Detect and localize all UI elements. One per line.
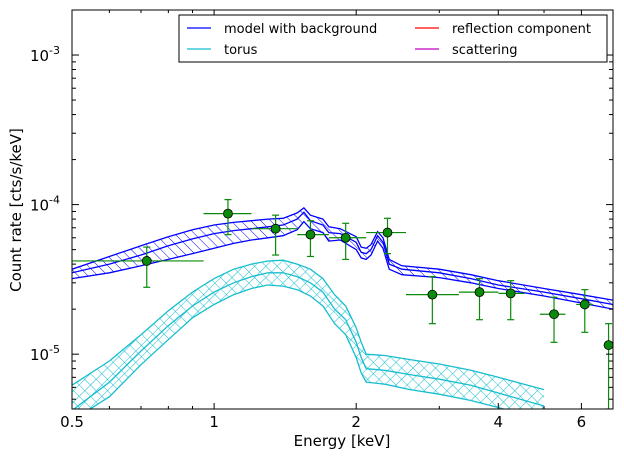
series-layer [72,207,613,409]
x-tick-label: 6 [577,413,587,431]
legend-label: torus [224,43,258,58]
data-point-marker [305,229,316,240]
data-point-12 [603,323,613,409]
data-points-layer [72,199,613,409]
data-point-9 [498,280,525,321]
data-point-marker [549,309,559,320]
legend-entry-reflection-component: reflection component [415,22,591,37]
plot-frame [71,9,614,410]
y-axis-ticks: 10-5 10-4 10-3 [30,44,613,400]
series-model-with-background [72,207,613,310]
legend: model with background torus reflection com… [178,14,608,63]
data-point-4 [297,220,329,258]
x-tick-label: 2 [351,413,361,431]
legend-box [178,14,608,63]
data-point-marker [141,256,152,266]
band-lower-torus [88,284,506,409]
band-torus [72,260,544,409]
line-torus [72,272,545,409]
data-point-11 [576,289,594,333]
band-upper-torus [72,259,545,391]
legend-label: reflection component [452,22,591,37]
legend-entry-scattering: scattering [415,43,518,58]
legend-label: scattering [452,43,518,58]
line-model-with-background [72,211,613,306]
data-point-marker [223,208,233,219]
legend-label: model with background [224,22,377,37]
data-point-marker [427,289,438,300]
data-point-marker [474,287,485,298]
y-tick-label: 10-5 [30,343,60,364]
data-point-marker [505,288,516,299]
data-point-marker [270,223,281,234]
data-point-marker [340,232,351,243]
data-point-8 [458,278,499,321]
x-tick-label: 4 [494,413,504,431]
band-lower-model-with-background [72,220,613,310]
x-axis-ticks: 0.5 1 2 4 6 [60,10,614,431]
band-upper-model-with-background [72,207,613,301]
x-axis-label: Energy [keV] [294,432,391,450]
legend-entry-model-with-background: model with background [187,22,377,37]
data-point-2 [203,199,252,236]
data-point-marker [603,340,613,350]
y-tick-label: 10-4 [30,194,60,215]
data-point-6 [366,217,406,255]
data-point-7 [405,276,459,325]
y-axis-label: Count rate [cts/s/keV] [7,128,25,292]
series-torus [72,259,545,409]
y-tick-label: 10-3 [30,44,60,65]
data-point-1 [72,246,204,288]
data-point-5 [328,222,367,261]
x-tick-label: 1 [209,413,219,431]
x-tick-label: 0.5 [60,413,84,431]
data-point-marker [382,227,393,238]
legend-entry-torus: torus [187,43,258,58]
data-point-marker [579,299,590,310]
data-point-10 [539,296,566,343]
data-point-3 [251,214,298,256]
